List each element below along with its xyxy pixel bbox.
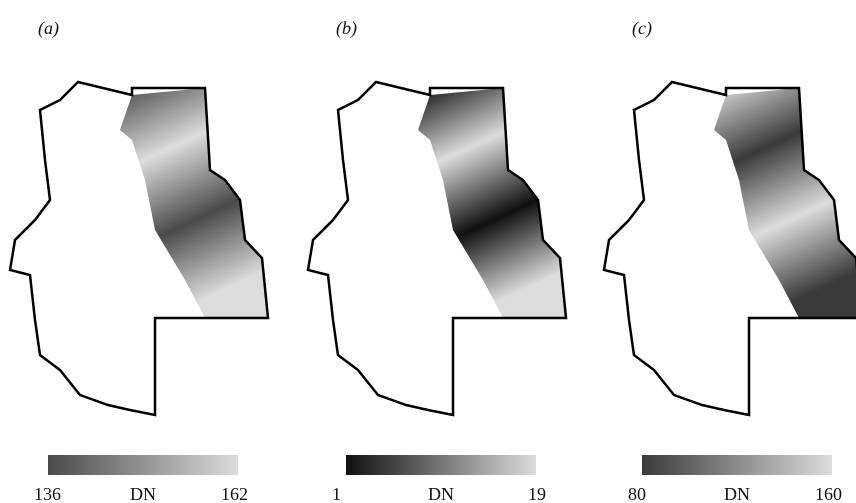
panel-label: (c) xyxy=(632,18,652,39)
colorbar xyxy=(642,455,832,475)
colorbar-max: 160 xyxy=(815,484,842,503)
colorbar-max: 19 xyxy=(528,484,546,503)
map-panel xyxy=(306,80,568,417)
panel-label: (b) xyxy=(336,18,357,39)
map-panel xyxy=(8,80,270,417)
colorbar-min: 1 xyxy=(332,484,341,503)
colorbar-unit: DN xyxy=(130,484,156,503)
colorbar-unit: DN xyxy=(428,484,454,503)
panel-label: (a) xyxy=(38,18,59,39)
map-panel xyxy=(602,80,856,417)
colorbar xyxy=(48,455,238,475)
shaded-region xyxy=(120,88,268,318)
colorbar-min: 80 xyxy=(628,484,646,503)
colorbar-unit: DN xyxy=(724,484,750,503)
shaded-region xyxy=(418,88,566,318)
colorbar-max: 162 xyxy=(221,484,248,503)
colorbar xyxy=(346,455,536,475)
colorbar-min: 136 xyxy=(34,484,61,503)
